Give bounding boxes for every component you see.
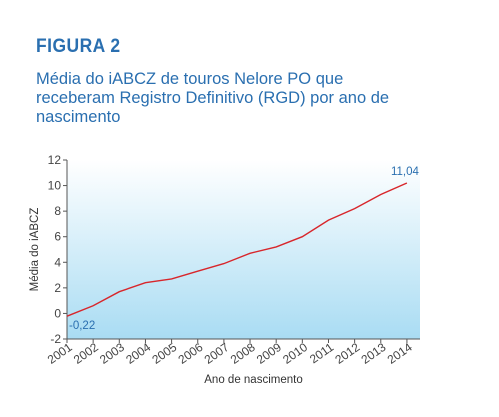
x-tick-label: 2011 [307, 340, 336, 366]
x-tick-label: 2009 [254, 340, 284, 367]
x-tick-label: 2008 [228, 340, 258, 367]
x-tick-label: 2012 [332, 340, 362, 367]
x-tick-label: 2014 [385, 340, 415, 367]
x-tick-label: 2003 [97, 340, 127, 367]
x-tick-label: 2004 [123, 340, 153, 367]
figure-title: Média do iABCZ de touros Nelore PO que r… [36, 70, 456, 127]
plot-area [67, 160, 420, 339]
y-tick-label: 0 [54, 306, 61, 320]
x-tick-label: 2005 [149, 340, 179, 367]
y-tick-label: 4 [54, 255, 61, 269]
y-tick-label: 2 [54, 281, 61, 295]
x-tick-label: 2010 [280, 340, 310, 367]
series-line [66, 182, 408, 317]
figure-title-line-1: Média do iABCZ de touros Nelore PO que [36, 70, 344, 88]
x-tick-label: 2001 [45, 340, 75, 367]
x-tick-label: 2002 [71, 340, 101, 367]
x-tick-label: 2006 [176, 340, 206, 367]
figure-title-line-2: receberam Registro Definitivo (RGD) por … [36, 89, 390, 107]
data-label-first: -0,22 [69, 320, 95, 332]
y-axis: -2 0 2 4 6 8 10 12 [48, 153, 68, 346]
y-tick-label: 8 [54, 204, 61, 218]
x-tick-label: 2013 [359, 340, 389, 367]
x-axis: 2001200220032004200520062007200820092010… [45, 338, 420, 367]
y-tick-label: -2 [50, 332, 61, 346]
y-tick-label: 10 [48, 179, 62, 193]
figure-title-line-3: nascimento [36, 108, 121, 126]
y-axis-title: Média do iABCZ [29, 208, 41, 292]
x-tick-label: 2007 [202, 340, 232, 367]
y-tick-label: 6 [54, 230, 61, 244]
figure-label: FIGURA 2 [36, 36, 121, 57]
data-labels: -0,22 11,04 [69, 166, 419, 332]
data-label-last: 11,04 [391, 166, 420, 178]
y-tick-label: 12 [48, 153, 62, 167]
x-axis-title: Ano de nascimento [204, 374, 302, 386]
